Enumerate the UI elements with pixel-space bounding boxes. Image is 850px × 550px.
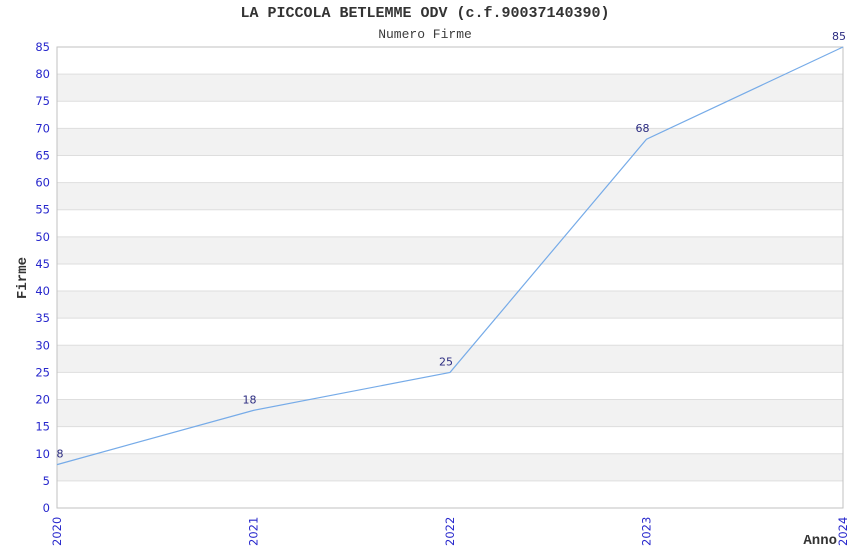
plot-band — [57, 399, 843, 427]
y-tick-label: 15 — [35, 420, 50, 434]
data-point-label: 25 — [439, 355, 453, 368]
x-tick-label: 2021 — [247, 517, 261, 546]
y-tick-label: 75 — [35, 94, 50, 108]
data-point-label: 8 — [57, 448, 64, 461]
x-tick-label: 2022 — [443, 517, 457, 546]
y-tick-label: 45 — [35, 257, 50, 271]
y-tick-label: 40 — [35, 284, 50, 298]
plot-band — [57, 345, 843, 373]
y-tick-label: 60 — [35, 176, 50, 190]
data-series-line — [56, 46, 844, 466]
plot-band — [57, 128, 843, 156]
y-tick-label: 20 — [35, 393, 50, 407]
y-tick-label: 10 — [35, 447, 50, 461]
y-tick-label: 30 — [35, 338, 50, 352]
plot-band — [57, 236, 843, 264]
data-point-label: 68 — [636, 122, 650, 135]
y-tick-label: 0 — [43, 501, 50, 515]
plot-border — [56, 46, 844, 509]
plot-band — [57, 74, 843, 102]
chart-subtitle: Numero Firme — [378, 27, 472, 42]
plot-band — [57, 291, 843, 319]
data-point-label: 85 — [832, 30, 846, 43]
y-tick-label: 80 — [35, 67, 50, 81]
y-tick-label: 70 — [35, 121, 50, 135]
x-tick-label: 2020 — [50, 517, 64, 546]
y-tick-label: 65 — [35, 148, 50, 162]
y-tick-label: 35 — [35, 311, 50, 325]
plot-band — [57, 453, 843, 481]
plot-band — [57, 182, 843, 210]
y-tick-label: 25 — [35, 365, 50, 379]
x-axis-title: Anno — [803, 533, 837, 549]
y-axis-title: Firme — [15, 257, 31, 299]
data-point-label: 18 — [243, 393, 257, 406]
y-tick-label: 55 — [35, 203, 50, 217]
y-tick-label: 50 — [35, 230, 50, 244]
y-tick-label: 5 — [43, 474, 50, 488]
x-tick-label: 2023 — [640, 517, 654, 546]
y-tick-label: 85 — [35, 40, 50, 54]
chart-title: LA PICCOLA BETLEMME ODV (c.f.90037140390… — [240, 5, 610, 22]
x-tick-label: 2024 — [836, 517, 850, 546]
